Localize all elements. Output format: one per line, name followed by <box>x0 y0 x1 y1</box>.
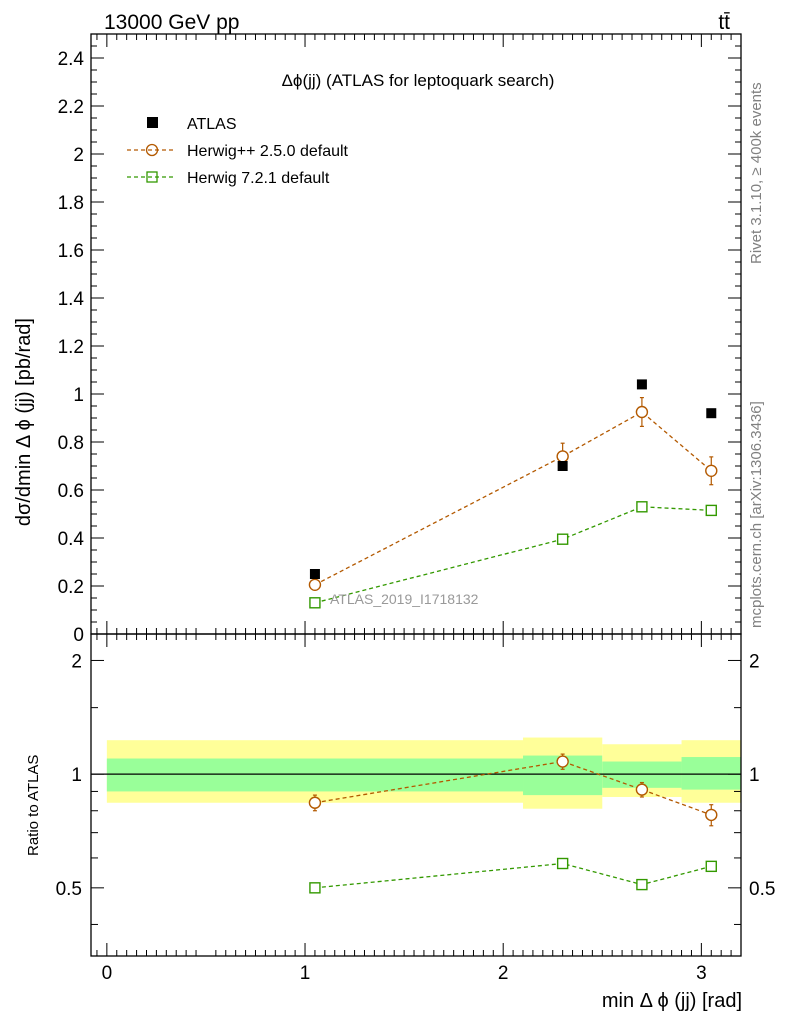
ratio-point-herwig7 <box>556 857 569 870</box>
y-tick-label: 0.8 <box>58 433 84 454</box>
data-point-atlas <box>309 569 320 579</box>
data-point-atlas <box>706 408 717 419</box>
y-tick-label: 1.2 <box>58 337 84 358</box>
ratio-tick-label-right: 1 <box>749 765 760 786</box>
ratio-line-herwig7 <box>314 862 712 889</box>
legend-marker-herwig7 <box>146 171 158 183</box>
ratio-tick-label: 0.5 <box>56 879 82 900</box>
ratio-point-herwigpp <box>705 808 718 822</box>
data-point-herwigpp <box>556 450 569 463</box>
stat-uncertainty-band <box>106 758 524 792</box>
legend-label-atlas: ATLAS <box>187 116 237 133</box>
data-point-herwig7 <box>636 501 648 513</box>
ratio-tick-label: 1 <box>71 765 82 786</box>
stat-uncertainty-band <box>681 757 741 790</box>
data-point-herwig7 <box>705 504 717 517</box>
y-tick-label: 1.6 <box>58 241 84 262</box>
ratio-plot-area: 0 1 2 3 0.5 0.5 1 1 2 2 <box>56 633 775 984</box>
series-line-herwigpp <box>314 411 712 586</box>
y-tick-label: 1.4 <box>58 289 85 310</box>
x-tick-label: 2 <box>498 963 509 984</box>
y-tick-label: 2 <box>73 145 84 166</box>
ratio-frame <box>90 633 742 957</box>
legend-marker-herwigpp <box>145 143 159 157</box>
process-label: tt̄ <box>718 11 730 34</box>
data-point-herwig7 <box>556 533 569 545</box>
main-plot-area: 0 0.2 0.4 0.6 0.8 1 1.2 1.4 1.6 1.8 2 2.2 2.4 <box>58 33 742 956</box>
y-tick-label: 2.2 <box>58 97 84 118</box>
analysis-id-label: ATLAS_2019_I1718132 <box>330 591 479 607</box>
y-tick-label: 0.4 <box>58 529 85 550</box>
legend-label-herwig7: Herwig 7.2.1 default <box>187 170 330 187</box>
ratio-point-herwig7 <box>636 878 648 891</box>
data-point-herwigpp <box>308 578 322 591</box>
data-point-atlas <box>557 461 568 471</box>
y-tick-label: 0 <box>73 625 84 646</box>
plot-title: Δϕ(jj) (ATLAS for leptoquark search) <box>282 71 555 90</box>
y-axis-label: dσ/dmin Δ ϕ (jj) [pb/rad] <box>13 318 35 526</box>
x-tick-label: 0 <box>102 963 113 984</box>
data-point-herwig7 <box>309 597 321 609</box>
legend-marker-atlas <box>147 117 158 128</box>
y-tick-label: 0.6 <box>58 481 84 502</box>
x-tick-label: 3 <box>696 963 707 984</box>
ratio-tick-label-right: 0.5 <box>749 879 775 900</box>
y-tick-label: 2.4 <box>58 49 85 70</box>
x-axis-label: min Δ ϕ (jj) [rad] <box>602 990 742 1012</box>
ratio-tick-label-right: 2 <box>749 651 760 672</box>
data-point-herwigpp <box>635 405 649 419</box>
ratio-tick-label: 2 <box>71 651 82 672</box>
rivet-version-label: Rivet 3.1.10, ≥ 400k events <box>748 82 765 264</box>
mcplots-label: mcplots.cern.ch [arXiv:1306.3436] <box>748 401 765 628</box>
y-tick-label: 1.8 <box>58 193 84 214</box>
data-point-herwigpp <box>705 464 718 477</box>
ratio-point-herwig7 <box>705 860 717 873</box>
ratio-point-herwig7 <box>309 882 321 894</box>
legend-label-herwigpp: Herwig++ 2.5.0 default <box>187 143 349 160</box>
ratio-point-herwigpp <box>635 783 649 796</box>
ratio-point-herwigpp <box>308 796 322 809</box>
energy-label: 13000 GeV pp <box>104 11 239 34</box>
y-tick-label: 0.2 <box>58 577 84 598</box>
ratio-y-axis-label: Ratio to ATLAS <box>25 755 42 856</box>
ratio-line-herwigpp <box>314 760 712 816</box>
x-tick-label: 1 <box>300 963 311 984</box>
y-tick-label: 1 <box>73 385 84 406</box>
data-point-atlas <box>636 379 647 390</box>
series-line-herwig7 <box>314 506 712 604</box>
legend: ATLAS Herwig++ 2.5.0 default Herwig 7.2.… <box>127 116 349 187</box>
ratio-point-herwigpp <box>556 755 569 768</box>
